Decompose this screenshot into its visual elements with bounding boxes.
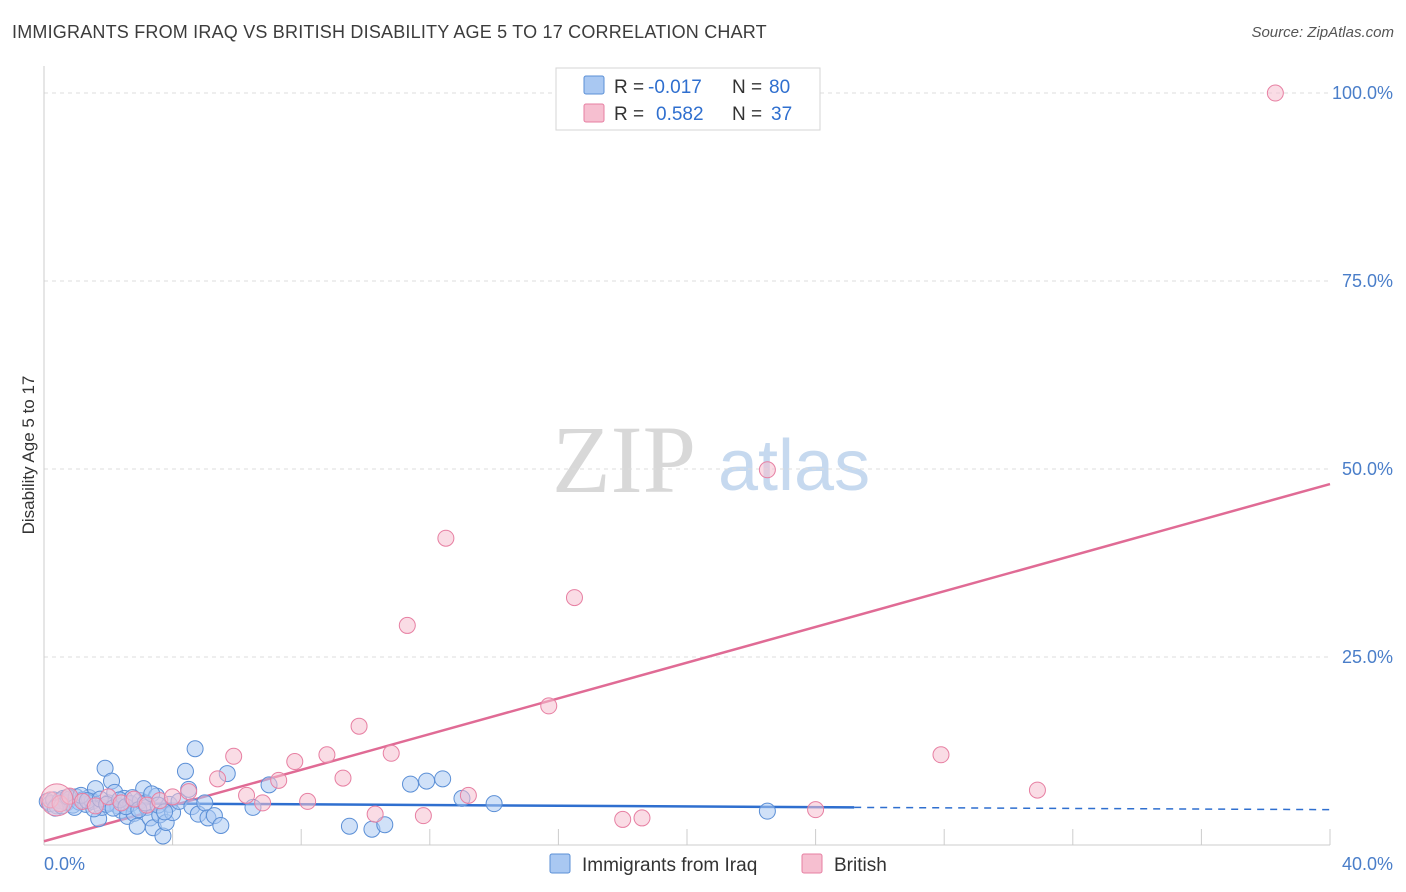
- stats-legend-swatch-british: [583, 103, 605, 123]
- point-british-10: [164, 788, 182, 806]
- stats-legend-swatch-iraq: [583, 75, 605, 95]
- point-iraq-55: [376, 816, 394, 834]
- stats-n-label-iraq: N =: [732, 77, 762, 98]
- legend-label-british: British: [834, 855, 887, 876]
- point-british-17: [286, 753, 304, 771]
- point-british-21: [350, 717, 368, 735]
- y-tick-label-1: 50.0%: [1342, 459, 1393, 479]
- point-british-25: [414, 807, 432, 825]
- grid-lines: [44, 92, 1330, 658]
- watermark: ZIP atlas: [552, 406, 870, 513]
- point-british-32: [758, 461, 776, 479]
- point-british-31: [633, 809, 651, 827]
- point-british-27: [459, 786, 477, 804]
- point-iraq-61: [758, 802, 776, 820]
- point-british-18: [299, 792, 317, 810]
- point-british-15: [254, 794, 272, 812]
- legend-label-iraq: Immigrants from Iraq: [582, 855, 757, 876]
- point-iraq-49: [212, 816, 230, 834]
- point-british-12: [209, 770, 227, 788]
- point-british-16: [270, 771, 288, 789]
- stats-r-label-iraq: R =: [614, 77, 644, 98]
- point-british-26: [437, 529, 455, 547]
- watermark-zip: ZIP: [552, 406, 696, 513]
- legend-swatch-british: [801, 853, 823, 874]
- point-iraq-44: [186, 740, 204, 758]
- stats-r-value-iraq: -0.017: [648, 77, 702, 98]
- stats-legend: R = -0.017 N = 80 R = 0.582 N = 37: [555, 67, 821, 131]
- y-tick-label-0: 25.0%: [1342, 647, 1393, 667]
- series-legend: Immigrants from Iraq British: [549, 853, 887, 876]
- chart-title: IMMIGRANTS FROM IRAQ VS BRITISH DISABILI…: [12, 22, 767, 42]
- data-points: [38, 84, 1284, 845]
- point-british-22: [366, 805, 384, 823]
- point-british-cluster: [40, 783, 74, 817]
- stats-n-value-british: 37: [771, 104, 792, 125]
- point-british-4: [86, 797, 104, 815]
- point-iraq-41: [176, 762, 194, 780]
- point-british-20: [334, 769, 352, 787]
- y-axis-label: Disability Age 5 to 17: [19, 376, 38, 535]
- point-british-29: [565, 589, 583, 607]
- trend-line-british: [43, 482, 1331, 843]
- point-british-24: [398, 616, 416, 634]
- stats-r-label-british: R =: [614, 104, 644, 125]
- point-british-33: [807, 801, 825, 819]
- point-british-19: [318, 746, 336, 764]
- y-tick-label-3: 100.0%: [1332, 83, 1393, 103]
- axes: [43, 66, 1331, 846]
- watermark-atlas: atlas: [718, 426, 870, 506]
- point-british-28: [540, 697, 558, 715]
- point-iraq-53: [340, 817, 358, 835]
- point-iraq-57: [418, 772, 436, 790]
- point-british-36: [1266, 84, 1284, 102]
- point-british-11: [180, 783, 198, 801]
- point-british-23: [382, 744, 400, 762]
- tick-labels: 25.0% 50.0% 75.0% 100.0% 0.0% 40.0%: [44, 83, 1393, 874]
- trend-line-iraq-extension: [854, 806, 1331, 811]
- stats-n-value-iraq: 80: [769, 77, 790, 98]
- legend-swatch-iraq: [549, 853, 571, 874]
- x-tick-label-0: 0.0%: [44, 854, 85, 874]
- point-british-34: [932, 746, 950, 764]
- chart-source: Source: ZipAtlas.com: [1251, 24, 1394, 41]
- y-tick-label-2: 75.0%: [1342, 271, 1393, 291]
- point-iraq-56: [402, 775, 420, 793]
- point-iraq-58: [434, 770, 452, 788]
- x-tick-label-1: 40.0%: [1342, 854, 1393, 874]
- stats-n-label-british: N =: [732, 104, 762, 125]
- point-british-14: [238, 786, 256, 804]
- point-iraq-60: [485, 795, 503, 813]
- stats-r-value-british: 0.582: [656, 104, 704, 125]
- point-british-13: [225, 747, 243, 765]
- point-british-35: [1028, 781, 1046, 799]
- trend-lines: [43, 482, 1331, 843]
- point-british-30: [614, 810, 632, 828]
